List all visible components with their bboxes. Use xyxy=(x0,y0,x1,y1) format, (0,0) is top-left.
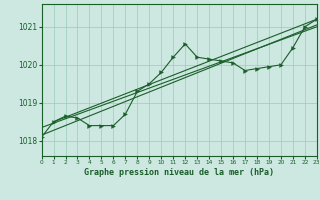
X-axis label: Graphe pression niveau de la mer (hPa): Graphe pression niveau de la mer (hPa) xyxy=(84,168,274,177)
